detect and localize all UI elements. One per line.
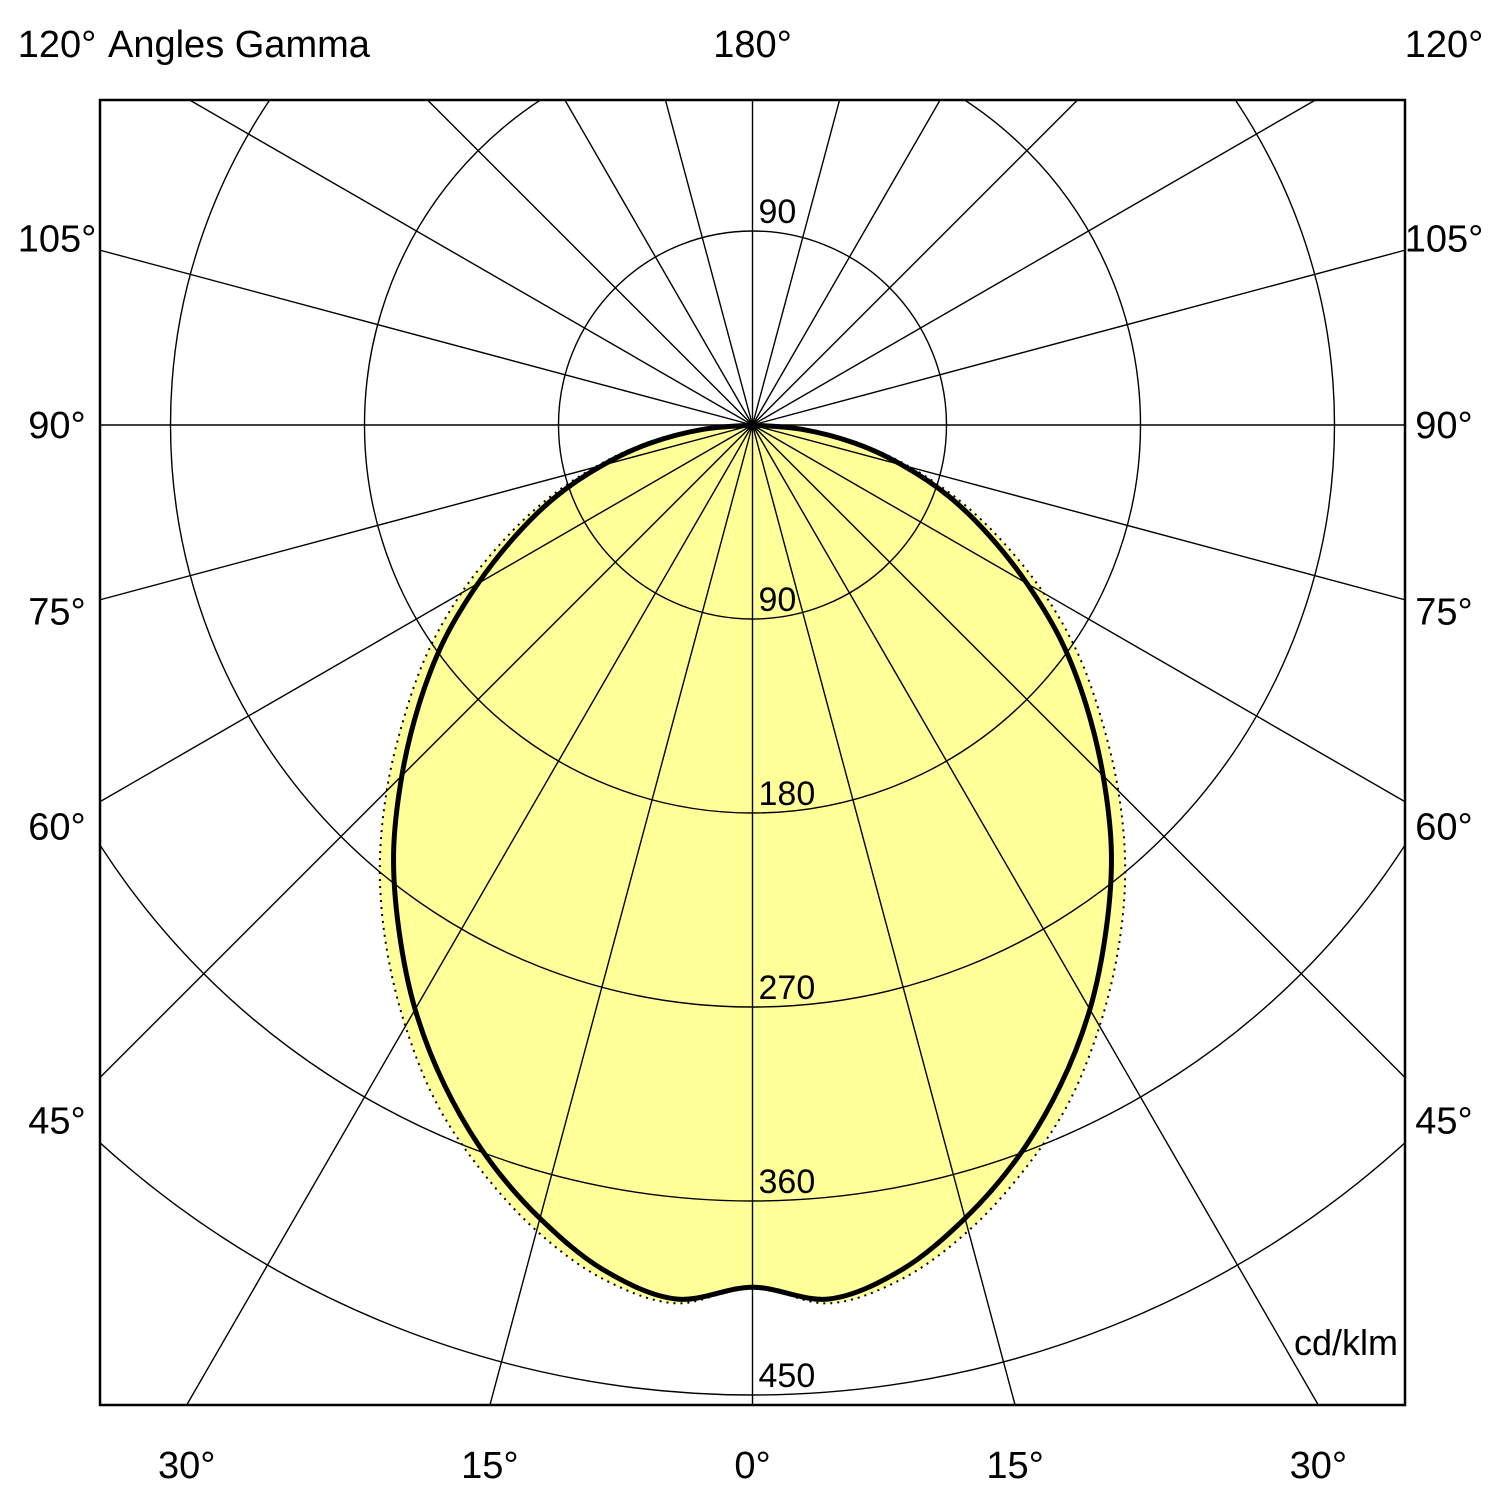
gamma-ray-line <box>751 100 941 426</box>
intensity-ring-circle <box>557 230 948 620</box>
gamma-angle-labels: 120° 120° 105° 105° 90° 90° 75° 75° 60° 60° 45° 45°… <box>18 24 1484 1487</box>
ring-value-label: 450 <box>759 1357 816 1395</box>
gamma-ray-line <box>185 424 754 1405</box>
intensity-ring-circle <box>169 100 1336 1008</box>
gamma-label-left: 90° <box>28 405 85 447</box>
gamma-label-left: 45° <box>28 1101 85 1143</box>
gamma-180-label: 180° <box>713 24 792 66</box>
gamma-label-bottom: 30° <box>158 1445 215 1487</box>
gamma-label-right: 45° <box>1415 1101 1472 1143</box>
gamma-ray-line <box>489 424 754 1405</box>
intensity-curve-c0-c180 <box>391 422 1114 1302</box>
gamma-label-bottom: 30° <box>1290 1445 1347 1487</box>
gamma-ray-line <box>564 100 754 426</box>
gamma-ray-line <box>752 424 1405 601</box>
unit-label: cd/klm <box>1293 1322 1398 1363</box>
intensity-curve-c90-c270 <box>378 423 1127 1305</box>
gamma-label-left: 60° <box>28 807 85 849</box>
gamma-ray-line <box>752 100 1317 426</box>
gamma-label-right: 105° <box>1405 219 1484 261</box>
gamma-label-left: 105° <box>18 219 97 261</box>
gamma-label-right: 90° <box>1415 405 1472 447</box>
gamma-ray-line <box>100 424 753 1079</box>
ring-value-label: 90 <box>759 581 797 619</box>
intensity-ring-circle <box>100 1141 1405 1396</box>
gamma-ray-line <box>752 424 1405 1079</box>
gamma-label-right: 60° <box>1415 807 1472 849</box>
ring-value-labels: 90 90 180 270 360 450 <box>759 193 816 1395</box>
gamma-ray-line <box>751 100 841 426</box>
gamma-ray-line <box>188 100 753 426</box>
gamma-ray-line <box>100 424 753 601</box>
intensity-ring-circle <box>363 100 1142 814</box>
gamma-ray-line <box>426 100 753 426</box>
gamma-ray-line <box>752 424 1405 803</box>
gamma-label-bottom: 15° <box>986 1445 1043 1487</box>
gamma-ray-line <box>752 100 1079 426</box>
gamma-ray-line <box>751 424 1320 1405</box>
gamma-ray-line <box>664 100 754 426</box>
gamma-label-bottom: 0° <box>734 1445 770 1487</box>
gamma-ray-line <box>100 249 753 426</box>
ring-value-label: 180 <box>759 775 816 813</box>
gamma-ray-line <box>751 424 1016 1405</box>
gamma-label-right: 120° <box>1405 24 1484 66</box>
ring-value-label: 270 <box>759 969 816 1007</box>
gamma-ray-line <box>100 424 753 803</box>
gamma-label-left: 120° <box>18 24 97 66</box>
ring-value-label: 90 <box>759 193 797 231</box>
gamma-label-bottom: 15° <box>461 1445 518 1487</box>
gamma-ray-line <box>752 249 1405 426</box>
page-title: Angles Gamma <box>108 24 370 66</box>
intensity-ring-circle <box>100 843 1405 1202</box>
gamma-label-right: 75° <box>1415 591 1472 633</box>
ring-value-label: 360 <box>759 1163 816 1201</box>
gamma-label-left: 75° <box>28 591 85 633</box>
plot-frame <box>98 98 1407 1407</box>
